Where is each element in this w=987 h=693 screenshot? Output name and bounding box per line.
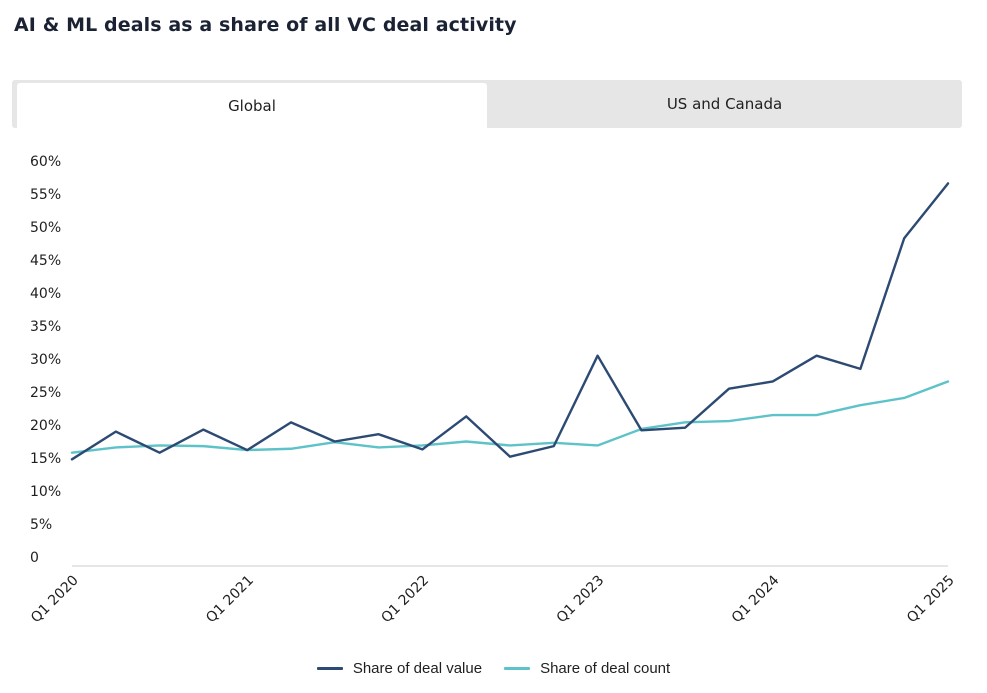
y-tick-label: 60%: [30, 154, 61, 170]
x-tick-label: Q1 2023: [554, 572, 608, 626]
tab-us-and-canada[interactable]: US and Canada: [666, 95, 783, 113]
legend-label-deal-count: Share of deal count: [540, 660, 671, 677]
y-tick-label: 5%: [30, 517, 52, 533]
y-tick-label: 40%: [30, 286, 61, 302]
legend-swatch-deal-value: [316, 667, 343, 670]
x-tick-label: Q1 2020: [28, 572, 82, 626]
x-axis-ticks: Q1 2020 Q1 2021 Q1 2022 Q1 2023 Q1 2024 Q1 20…: [28, 572, 958, 626]
legend-item-deal-value[interactable]: Share of deal value: [316, 660, 483, 677]
y-tick-label: 20%: [30, 418, 61, 434]
x-tick-label: Q1 2024: [729, 572, 783, 626]
region-tabs: Global US and Canada: [12, 80, 962, 128]
series-lines: [70, 182, 950, 461]
series-line-deal-value: [70, 182, 950, 461]
legend-item-deal-count[interactable]: Share of deal count: [504, 660, 670, 677]
x-tick-label: Q1 2022: [378, 572, 432, 626]
x-tick-label: Q1 2021: [203, 572, 257, 626]
series-line-deal-count: [70, 380, 950, 454]
y-tick-label: 0: [30, 550, 39, 566]
y-axis-ticks: 0 5% 10% 15% 20% 25% 30% 35% 40% 45% 50% 55% 60%: [30, 154, 61, 566]
y-tick-label: 10%: [30, 484, 61, 500]
tab-global[interactable]: Global: [17, 83, 487, 128]
y-tick-label: 25%: [30, 385, 61, 401]
y-tick-label: 30%: [30, 352, 61, 368]
chart-legend: Share of deal value Share of deal count: [0, 660, 987, 677]
x-tick-label: Q1 2025: [904, 572, 958, 626]
y-tick-label: 35%: [30, 319, 61, 335]
y-tick-label: 15%: [30, 451, 61, 467]
page-title: AI & ML deals as a share of all VC deal …: [14, 14, 517, 36]
y-tick-label: 55%: [30, 187, 61, 203]
legend-label-deal-value: Share of deal value: [352, 660, 483, 677]
y-tick-label: 50%: [30, 220, 61, 236]
legend-swatch-deal-count: [504, 667, 531, 670]
y-tick-label: 45%: [30, 253, 61, 269]
